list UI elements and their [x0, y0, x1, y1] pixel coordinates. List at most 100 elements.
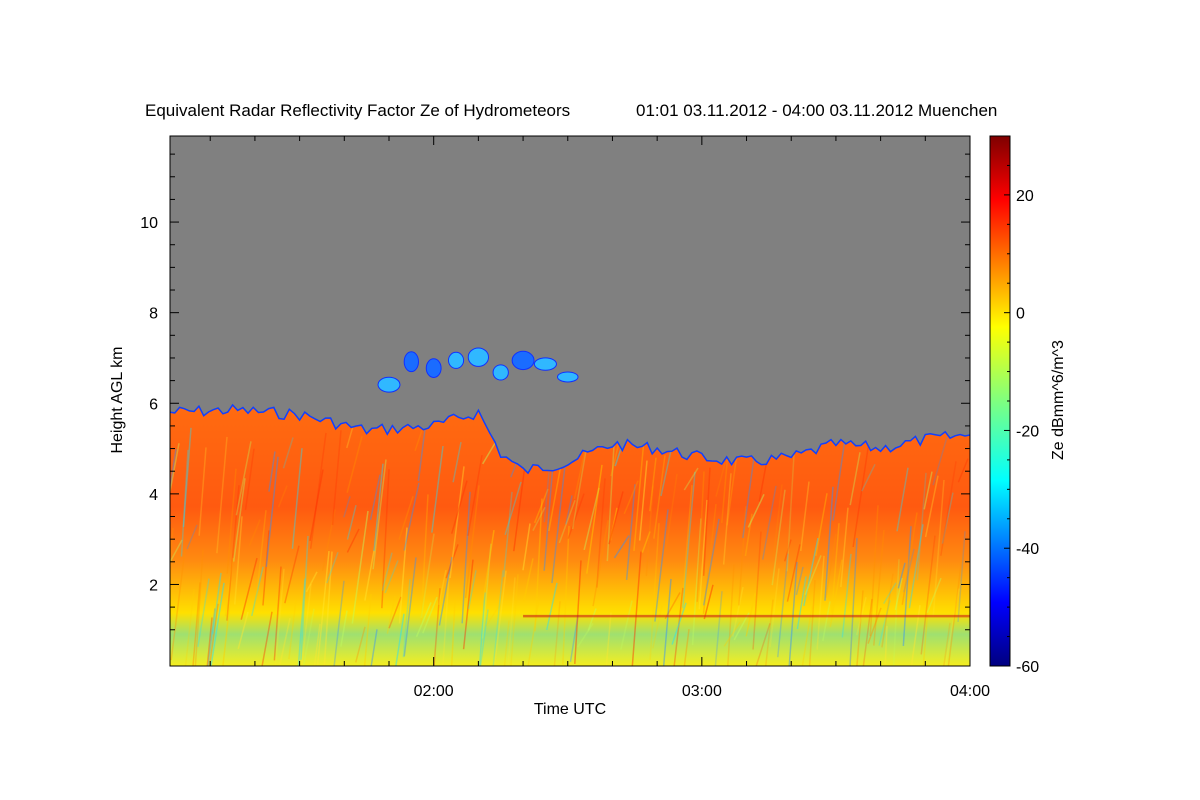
precip-streak: [703, 584, 714, 620]
precip-streak: [940, 461, 957, 556]
precip-streak: [502, 491, 513, 578]
precip-streak: [170, 539, 183, 570]
precip-streak: [438, 569, 447, 606]
precip-streak: [654, 509, 669, 622]
precip-streak: [726, 453, 738, 526]
precip-streak: [698, 499, 708, 610]
precip-streak: [680, 484, 693, 617]
precip-streak: [403, 557, 417, 657]
precip-streak: [372, 459, 387, 570]
precip-streak: [170, 528, 174, 657]
precip-streak: [170, 549, 186, 661]
colorbar-tick-label: 20: [1016, 188, 1034, 205]
precip-streak: [878, 600, 891, 646]
precip-streak: [664, 592, 681, 620]
precip-streak: [381, 552, 393, 591]
precip-streak: [420, 494, 429, 625]
precip-streak: [346, 505, 357, 540]
x-axis-label: Time UTC: [534, 701, 606, 718]
precip-streak: [543, 451, 555, 571]
precip-streak: [182, 427, 192, 527]
precip-streak: [309, 469, 324, 542]
x-tick-label: 02:00: [414, 683, 454, 700]
precip-streak: [932, 436, 948, 486]
precip-streak: [309, 432, 327, 549]
precip-streak: [386, 595, 396, 634]
precip-streak: [712, 591, 723, 666]
precip-streak: [669, 587, 684, 666]
precip-streak: [462, 559, 474, 650]
precip-streak: [772, 484, 783, 557]
colorbar-ticks: 20 0 -20 -40 -60: [1004, 135, 1039, 676]
precip-streak: [769, 568, 780, 648]
precip-streak: [244, 448, 255, 511]
elevated-echo: [557, 371, 579, 383]
precip-streak: [398, 496, 414, 540]
precip-streak: [761, 485, 777, 560]
precip-streak: [402, 579, 411, 658]
precip-streak: [234, 516, 243, 605]
precip-streak: [488, 570, 504, 666]
precip-streak: [265, 456, 279, 568]
precip-streak: [369, 474, 381, 520]
precip-streak: [388, 596, 402, 629]
precip-streak: [431, 445, 444, 533]
precip-streak: [482, 439, 498, 465]
echo-top-edge: [170, 403, 970, 475]
precip-streak: [715, 463, 726, 497]
precip-streak: [815, 493, 828, 557]
precip-streak: [197, 578, 210, 648]
precip-streak: [461, 491, 471, 624]
precip-streak: [355, 626, 366, 663]
precip-streak: [586, 464, 603, 574]
precip-streak: [855, 590, 864, 666]
precip-streak: [180, 449, 189, 557]
precip-streak: [331, 430, 342, 526]
precip-streak: [596, 478, 606, 588]
precip-streak: [420, 533, 435, 619]
colorbar-tick-label: -60: [1016, 659, 1039, 676]
precip-streak: [777, 553, 789, 658]
elevated-echo: [467, 347, 490, 367]
precip-streak: [506, 574, 519, 666]
precip-streak: [323, 551, 333, 666]
precip-streak: [235, 441, 252, 516]
precip-streak: [268, 451, 276, 492]
precip-streak: [649, 523, 660, 660]
precip-streak: [398, 527, 408, 624]
precip-streak: [237, 611, 249, 650]
precip-streak: [577, 623, 594, 648]
colorbar-label: Ze dBmm^6/m^3: [1050, 340, 1067, 460]
precip-streak: [297, 583, 312, 666]
precip-streak: [504, 481, 522, 536]
precip-streak: [170, 522, 171, 593]
precip-streaks: [170, 425, 969, 666]
precip-streak: [786, 561, 798, 666]
precip-streak: [232, 478, 246, 562]
precip-streak: [732, 586, 744, 637]
precip-streak: [804, 555, 822, 596]
precip-streak: [901, 512, 918, 605]
elevated-echo: [533, 357, 557, 371]
precip-streak: [467, 455, 483, 536]
precip-streak: [957, 531, 966, 622]
elevated-echo: [377, 376, 401, 393]
precip-streak: [662, 578, 672, 666]
precip-streak: [305, 571, 318, 593]
precip-streak: [944, 588, 960, 666]
precip-streak: [883, 582, 897, 605]
precip-streak: [361, 593, 372, 666]
precip-streak: [414, 429, 423, 452]
precip-streak: [364, 550, 375, 601]
precip-streak: [583, 487, 600, 551]
precip-streak: [920, 535, 936, 655]
elevated-echo: [447, 351, 465, 369]
colorbar-tick-label: -20: [1016, 423, 1039, 440]
precip-streak: [574, 560, 582, 665]
precip-streak: [771, 489, 786, 586]
precip-streak: [587, 608, 597, 631]
precip-streak: [745, 593, 756, 637]
precip-streak: [786, 544, 801, 602]
precip-streak: [381, 469, 390, 609]
precip-streak: [613, 535, 630, 559]
